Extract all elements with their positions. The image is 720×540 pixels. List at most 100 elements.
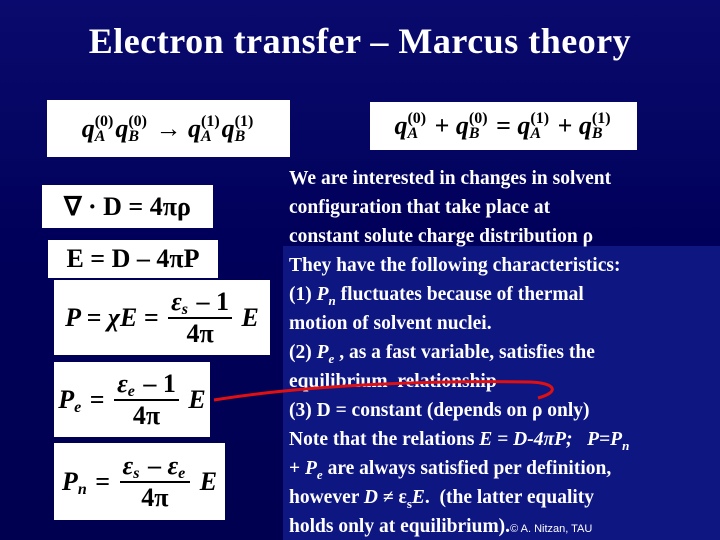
text-line: holds only at equilibrium).© A. Nitzan, … [289,512,629,540]
text-run: (1) [289,284,317,305]
text-run: P [316,284,329,305]
symbol-base: E [181,384,206,414]
text-run: n [328,292,336,308]
superscript: (0) [94,112,114,130]
subscript: B [234,127,246,145]
denominator: 4π [138,483,171,513]
symbol: E [181,384,206,415]
subscript: n [77,480,87,498]
superscript: (1) [234,112,254,130]
superscript: (1) [530,110,550,127]
text-run: + [289,458,305,479]
symbol: P n [61,466,89,498]
symbol: q (0) B [456,110,490,142]
text-run: motion of solvent nuclei. [289,313,492,334]
equation-box: E = D – 4πP [48,240,218,278]
scripts: (1) A [201,113,220,144]
subscript: e [74,398,82,416]
text-run: n [622,437,630,453]
symbol-base: q [188,113,201,143]
text-line: (3) D = constant (depends on ρ only) [289,396,629,425]
text-line: They have the following characteristics: [289,251,629,280]
text-line: motion of solvent nuclei. [289,309,629,338]
eq-text: – 1 [190,286,230,316]
text-run: e [328,350,335,366]
denominator: 4π [130,401,163,431]
panel-bottom [283,246,720,540]
superscript: (0) [468,110,488,127]
red-curve [213,380,554,402]
text-line: (2) Pe , as a fast variable, satisfies t… [289,338,629,367]
symbol-base: q [517,111,531,140]
denominator: 4π [183,319,216,349]
text-run: . (the latter equality [424,487,595,508]
equation-box: ∇ · D = 4πρ [42,185,213,228]
superscript: (0) [407,110,427,127]
text-run: are always satisfied per definition, [322,458,612,479]
scripts: (0) B [128,112,147,145]
symbol-base: q [81,113,95,143]
symbol: q (1) B [222,112,256,145]
text-run: Note that the relations [289,429,480,450]
symbol: q (0) A [394,110,428,142]
symbol-base: E [235,302,259,332]
text-run: fluctuates because of thermal [335,284,584,305]
text-line: however D ≠ εsE. (the latter equality [289,483,629,512]
eq-text: = [83,384,112,414]
eq-text: 4π [186,318,214,348]
symbol: q (0) A [81,112,116,144]
text-line: Note that the relations E = D-4πP; P=Pn [289,425,629,454]
text-line: constant solute charge distribution ρ [289,222,629,251]
scripts: s [133,451,139,481]
eq-text: 4π [141,482,169,512]
numerator: ε e – 1 [114,369,179,401]
eq-text: → [149,113,188,143]
superscript: (0) [128,112,147,130]
equation-box: P = χE = ε s – 1 4π E [54,280,270,355]
symbol: ε s [171,286,190,318]
eq-text: = [88,466,117,496]
body-text: We are interested in changes in solvent c… [289,164,629,540]
equation-box: P e = ε e – 1 4π E [54,362,210,437]
text-run: We are interested in changes in solvent [289,168,612,189]
eq-text: 4π [132,400,161,430]
numerator: ε s – ε e [119,450,191,483]
scripts: (1) B [234,112,254,145]
text-line: + Pe are always satisfied per definition… [289,454,629,483]
text-run: P [316,342,329,363]
symbol-base: P = χE = [65,302,166,332]
subscript: B [128,127,140,145]
text-run: They have the following characteristics: [289,255,621,276]
text-panel [283,160,720,540]
credit: © A. Nitzan, TAU [510,523,593,535]
subscript: e [127,382,135,400]
fraction: ε s – ε e 4π [119,450,191,513]
eq-text: – [141,450,168,480]
text-run: s [406,495,412,511]
equation-box: P n = ε s – ε e 4π E [54,443,225,520]
text-run: (3) D = constant (depends on ρ only) [289,400,590,421]
scripts: (0) B [468,110,488,142]
text-run: ≠ ε [378,487,407,508]
subscript: s [133,464,140,482]
symbol-base: ε [167,450,179,480]
scripts: (1) B [592,111,611,142]
symbol: E [193,467,217,497]
symbol: ε s [122,450,142,482]
text-run: constant solute charge distribution ρ [289,226,594,247]
symbol-base: ε [122,450,134,480]
symbol-base: ε [171,286,182,316]
scripts: (1) A [530,110,550,142]
text-line: We are interested in changes in solvent [289,164,629,193]
symbol: q (0) B [115,112,149,145]
text-line: configuration that take place at [289,193,629,222]
symbol: P = χE = [65,303,165,333]
eq-text: + [428,111,456,140]
symbol-base: P [58,384,75,414]
scripts: e [128,369,135,399]
subscript: e [178,464,186,482]
eq-text: = [489,111,518,140]
symbol-base: P [61,466,78,496]
text-run: , as a fast variable, satisfies the [334,342,595,363]
